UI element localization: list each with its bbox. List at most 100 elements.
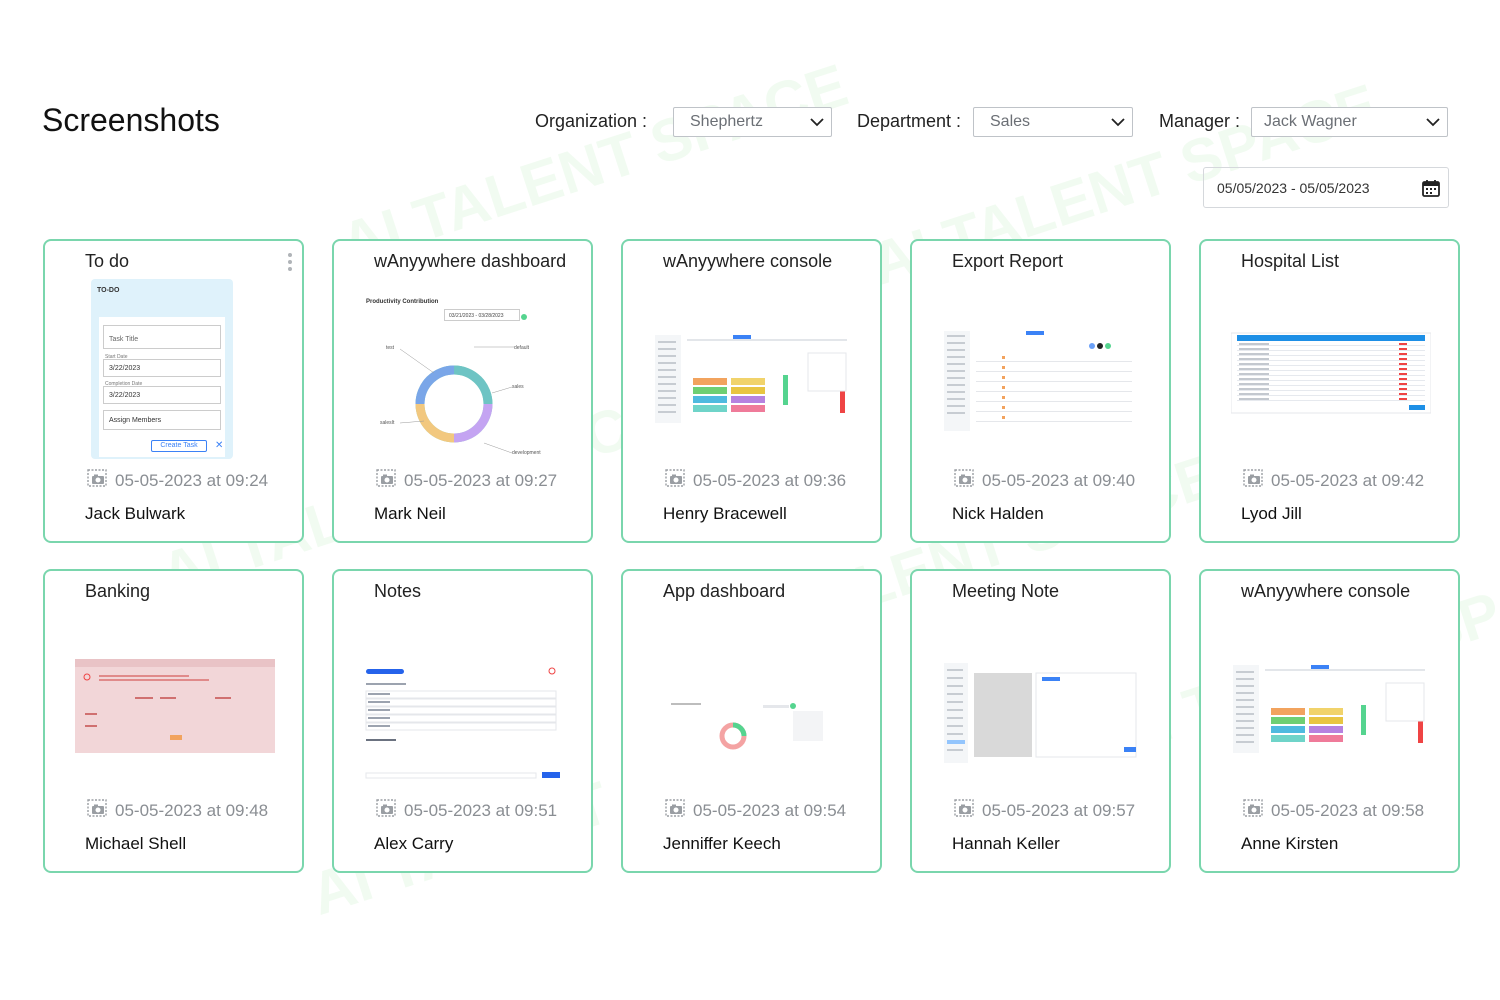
chevron-down-icon <box>1419 117 1447 127</box>
capture-time-text: 05-05-2023 at 09:58 <box>1271 800 1425 820</box>
card-user-name: Anne Kirsten <box>1241 834 1339 853</box>
donut-heading: Productivity Contribution <box>366 299 439 305</box>
page-title: Screenshots <box>42 102 220 138</box>
donut-label: development <box>512 450 541 456</box>
screenshot-card[interactable]: Notes 05-05-2023 at 09:51 Alex Carry <box>332 569 593 873</box>
card-title: wAnyywhere console <box>1241 581 1411 601</box>
card-title: To do <box>85 251 130 271</box>
card-user-name: Hannah Keller <box>952 834 1060 853</box>
screenshot-card[interactable]: Export Report 05-05-2023 at 09:40 Nick H… <box>910 239 1171 543</box>
camera-icon <box>665 799 685 822</box>
calendar-icon[interactable] <box>1414 178 1448 198</box>
screenshot-thumbnail[interactable] <box>364 613 564 793</box>
capture-time-text: 05-05-2023 at 09:36 <box>693 470 847 490</box>
card-user-name: Mark Neil <box>374 504 446 523</box>
capture-time: 05-05-2023 at 09:54 <box>665 799 846 822</box>
card-title: App dashboard <box>663 581 786 601</box>
card-user-name: Lyod Jill <box>1241 504 1302 523</box>
start-date-label: Start Date <box>105 354 128 360</box>
manager-select[interactable]: Jack Wagner <box>1251 107 1448 137</box>
card-user-name: Jenniffer Keech <box>663 834 781 853</box>
capture-time-text: 05-05-2023 at 09:54 <box>693 800 847 820</box>
screenshot-thumbnail[interactable]: TO-DO Task Title Start Date 3/22/2023 Co… <box>91 279 233 459</box>
camera-icon <box>954 469 974 492</box>
capture-time-text: 05-05-2023 at 09:57 <box>982 800 1136 820</box>
close-icon: ✕ <box>215 440 224 451</box>
card-title: Banking <box>85 581 151 601</box>
screenshot-card[interactable]: Hospital List 05-05-2023 at 09:42 Lyod J… <box>1199 239 1460 543</box>
chevron-down-icon <box>1104 117 1132 127</box>
donut-label: test <box>386 345 395 351</box>
department-label: Department : <box>857 111 962 131</box>
card-user-name: Michael Shell <box>85 834 187 853</box>
organization-select[interactable]: Shephertz <box>673 107 832 137</box>
manager-label: Manager : <box>1159 111 1241 131</box>
screenshot-thumbnail[interactable]: Productivity Contribution 03/21/2023 - 0… <box>364 283 564 463</box>
card-title: Export Report <box>952 251 1064 271</box>
camera-icon <box>87 469 107 492</box>
capture-time-text: 05-05-2023 at 09:24 <box>115 470 269 490</box>
create-task-button: Create Task <box>151 440 207 452</box>
card-user-name: Nick Halden <box>952 504 1044 523</box>
camera-icon <box>376 469 396 492</box>
screenshot-card[interactable]: App dashboard 05-05-2023 at 09:54 Jennif… <box>621 569 882 873</box>
capture-time: 05-05-2023 at 09:42 <box>1243 469 1424 492</box>
capture-time-text: 05-05-2023 at 09:51 <box>404 800 558 820</box>
card-title: wAnyywhere dashboard <box>374 251 567 271</box>
screenshot-thumbnail[interactable] <box>75 613 275 793</box>
screenshot-card[interactable]: wAnyywhere console 05-05-2023 at 09:36 H… <box>621 239 882 543</box>
card-title: Hospital List <box>1241 251 1340 271</box>
task-title-field: Task Title <box>103 325 221 349</box>
completion-date-label: Completion Date <box>105 381 143 387</box>
screenshot-thumbnail[interactable] <box>1231 613 1431 793</box>
camera-icon <box>954 799 974 822</box>
donut-label: default <box>514 345 530 351</box>
screenshot-card[interactable]: Meeting Note 05-05-2023 at 09:57 Hannah … <box>910 569 1171 873</box>
screenshot-thumbnail[interactable] <box>653 283 853 463</box>
card-title: wAnyywhere console <box>663 251 833 271</box>
capture-time: 05-05-2023 at 09:27 <box>376 469 557 492</box>
card-user-name: Henry Bracewell <box>663 504 787 523</box>
screenshot-card[interactable]: wAnyywhere console 05-05-2023 at 09:58 A… <box>1199 569 1460 873</box>
capture-time: 05-05-2023 at 09:36 <box>665 469 846 492</box>
card-title: Notes <box>374 581 422 601</box>
screenshot-card[interactable]: To do TO-DO Task Title Start Date 3/22/2… <box>43 239 304 543</box>
manager-value: Jack Wagner <box>1264 113 1357 130</box>
screenshot-thumbnail[interactable] <box>942 283 1142 463</box>
kebab-menu-icon[interactable] <box>286 253 294 271</box>
camera-icon <box>1243 799 1263 822</box>
card-user-name: Alex Carry <box>374 834 454 853</box>
card-user-name: Jack Bulwark <box>85 504 186 523</box>
completion-date-field: 3/22/2023 <box>103 386 221 404</box>
date-range-picker[interactable]: 05/05/2023 - 05/05/2023 <box>1203 167 1449 208</box>
screenshot-thumbnail[interactable] <box>653 613 853 793</box>
capture-time-text: 05-05-2023 at 09:27 <box>404 470 558 490</box>
camera-icon <box>665 469 685 492</box>
todo-header: TO-DO <box>97 287 120 294</box>
capture-time: 05-05-2023 at 09:24 <box>87 469 268 492</box>
screenshot-card[interactable]: Banking 05-05-2023 at 09:48 Michael Shel… <box>43 569 304 873</box>
camera-icon <box>87 799 107 822</box>
capture-time-text: 05-05-2023 at 09:48 <box>115 800 269 820</box>
capture-time: 05-05-2023 at 09:40 <box>954 469 1135 492</box>
card-title: Meeting Note <box>952 581 1060 601</box>
camera-icon <box>1243 469 1263 492</box>
screenshot-card[interactable]: wAnyywhere dashboard Productivity Contri… <box>332 239 593 543</box>
capture-time: 05-05-2023 at 09:58 <box>1243 799 1424 822</box>
start-date-field: 3/22/2023 <box>103 359 221 377</box>
screenshot-thumbnail[interactable] <box>942 613 1142 793</box>
donut-date-range: 03/21/2023 - 03/28/2023 <box>444 309 520 321</box>
camera-icon <box>376 799 396 822</box>
organization-value: Shephertz <box>690 113 763 130</box>
capture-time-text: 05-05-2023 at 09:42 <box>1271 470 1425 490</box>
donut-label: salesIt <box>380 420 395 426</box>
department-value: Sales <box>990 113 1031 130</box>
screenshot-thumbnail[interactable] <box>1230 283 1432 463</box>
date-range-value: 05/05/2023 - 05/05/2023 <box>1217 179 1370 196</box>
department-select[interactable]: Sales <box>973 107 1133 137</box>
capture-time-text: 05-05-2023 at 09:40 <box>982 470 1136 490</box>
donut-label: sales <box>512 384 524 390</box>
chevron-down-icon <box>803 117 831 127</box>
capture-time: 05-05-2023 at 09:51 <box>376 799 557 822</box>
organization-label: Organization : <box>535 111 648 131</box>
